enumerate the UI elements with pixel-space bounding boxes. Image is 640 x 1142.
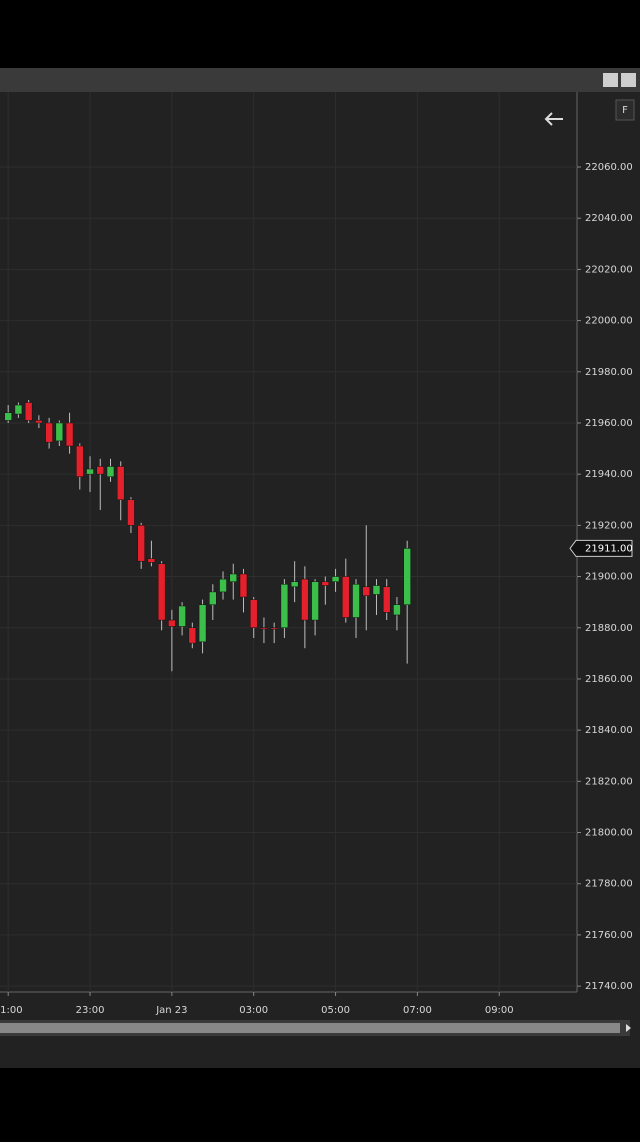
candle-body bbox=[86, 468, 94, 475]
candle-body bbox=[270, 627, 278, 630]
candle-body bbox=[229, 573, 238, 582]
y-tick-label: 21980.00 bbox=[585, 367, 633, 378]
candle-body bbox=[45, 422, 53, 443]
x-tick-label: 09:00 bbox=[485, 1005, 514, 1016]
grid bbox=[0, 92, 581, 996]
candles bbox=[4, 399, 411, 672]
y-tick-label: 21880.00 bbox=[585, 623, 633, 634]
y-tick-label: 21800.00 bbox=[585, 828, 633, 839]
window-button[interactable] bbox=[603, 73, 618, 87]
y-tick-label: 22000.00 bbox=[585, 316, 633, 327]
scroll-arrow[interactable] bbox=[626, 1024, 631, 1032]
x-tick-label: 23:00 bbox=[76, 1005, 105, 1016]
candle-body bbox=[209, 591, 217, 605]
candle-body bbox=[372, 585, 381, 595]
y-tick-label: 22020.00 bbox=[585, 264, 633, 275]
candle-body bbox=[198, 604, 207, 643]
x-tick-label: 03:00 bbox=[239, 1005, 268, 1016]
candle-body bbox=[157, 563, 166, 621]
toolbar bbox=[0, 68, 640, 92]
candle-body bbox=[4, 412, 12, 421]
candle-body bbox=[321, 581, 330, 586]
candle-body bbox=[55, 422, 64, 442]
candle-body bbox=[280, 583, 289, 629]
corner-box bbox=[615, 99, 635, 121]
y-tick-label: 21900.00 bbox=[585, 572, 633, 583]
candle-body bbox=[188, 627, 197, 644]
y-tick-label: 21780.00 bbox=[585, 879, 633, 890]
y-tick-label: 21760.00 bbox=[585, 930, 633, 941]
y-tick-label: 21860.00 bbox=[585, 674, 633, 685]
candle-body bbox=[96, 466, 105, 475]
candle-body bbox=[382, 586, 391, 613]
candle-body bbox=[249, 599, 258, 629]
candle-body bbox=[35, 420, 43, 424]
y-tick-label: 21740.00 bbox=[585, 981, 633, 992]
candle-body bbox=[301, 578, 309, 621]
x-tick-label: 05:00 bbox=[321, 1005, 350, 1016]
candle-body bbox=[311, 581, 319, 621]
candle-body bbox=[352, 583, 360, 618]
candle-body bbox=[127, 499, 135, 526]
corner-label: F bbox=[622, 105, 628, 116]
window-button[interactable] bbox=[621, 73, 636, 87]
x-tick-label: 07:00 bbox=[403, 1005, 432, 1016]
y-tick-label: 21940.00 bbox=[585, 469, 633, 480]
candle-body bbox=[362, 586, 371, 597]
candle-body bbox=[342, 576, 350, 618]
candle-body bbox=[331, 576, 340, 582]
last-price-box bbox=[569, 539, 633, 557]
candle-body bbox=[403, 548, 411, 605]
candle-body bbox=[116, 466, 125, 501]
labels: 21740.00 21760.00 21780.00 21800.00 21820.00… bbox=[0, 162, 633, 1016]
candle-body bbox=[178, 605, 186, 627]
candle-body bbox=[239, 573, 248, 598]
candle-body bbox=[290, 581, 299, 588]
x-tick-label: Jan 23 bbox=[155, 1005, 187, 1016]
scrollbar-thumb[interactable] bbox=[0, 1023, 620, 1033]
candle-body bbox=[137, 525, 145, 562]
y-tick-label: 22040.00 bbox=[585, 213, 633, 224]
candle-body bbox=[260, 627, 268, 630]
y-tick-label: 21840.00 bbox=[585, 725, 633, 736]
candle-body bbox=[147, 558, 156, 563]
candle-body bbox=[393, 604, 401, 616]
candle-body bbox=[168, 619, 176, 627]
y-tick-label: 21820.00 bbox=[585, 776, 633, 787]
x-tick-label: 21:00 bbox=[0, 1005, 23, 1016]
chart-panel bbox=[0, 92, 640, 1068]
back-arrow[interactable] bbox=[544, 112, 563, 126]
candle-body bbox=[76, 445, 84, 477]
y-tick-label: 21920.00 bbox=[585, 520, 633, 531]
candle-body bbox=[24, 402, 33, 421]
candle-body bbox=[219, 578, 227, 593]
y-tick-label: 22060.00 bbox=[585, 162, 633, 173]
y-tick-label: 21960.00 bbox=[585, 418, 633, 429]
candle-body bbox=[14, 404, 23, 415]
candle-body bbox=[106, 466, 115, 477]
candle-body bbox=[65, 422, 74, 447]
last-price-label: 21911.00 bbox=[585, 543, 633, 554]
